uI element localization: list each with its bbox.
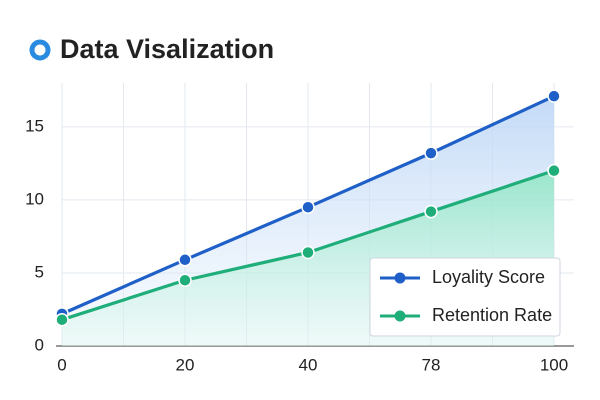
- y-tick-label: 0: [35, 335, 44, 354]
- legend-dot: [394, 310, 406, 322]
- legend-dot: [394, 272, 406, 284]
- x-tick-label: 20: [176, 355, 195, 374]
- legend-label: Loyality Score: [432, 267, 545, 287]
- y-tick-label: 5: [35, 262, 44, 281]
- point: [424, 204, 438, 219]
- point: [547, 89, 561, 103]
- x-tick-label: 0: [57, 355, 66, 374]
- point: [178, 273, 192, 287]
- x-tick-label: 40: [299, 355, 318, 374]
- legend-label: Retention Rate: [432, 305, 552, 325]
- logo-icon: [29, 39, 51, 61]
- point: [301, 200, 315, 214]
- point: [301, 245, 315, 260]
- x-tick-label: 78: [422, 355, 441, 374]
- point: [547, 163, 561, 178]
- y-tick-label: 15: [25, 116, 44, 135]
- y-tick-label: 10: [25, 189, 44, 208]
- x-tick-label: 100: [540, 355, 568, 374]
- point: [178, 253, 192, 267]
- point: [424, 146, 438, 160]
- chart-title: Data Visalization: [60, 34, 274, 64]
- point: [55, 312, 69, 327]
